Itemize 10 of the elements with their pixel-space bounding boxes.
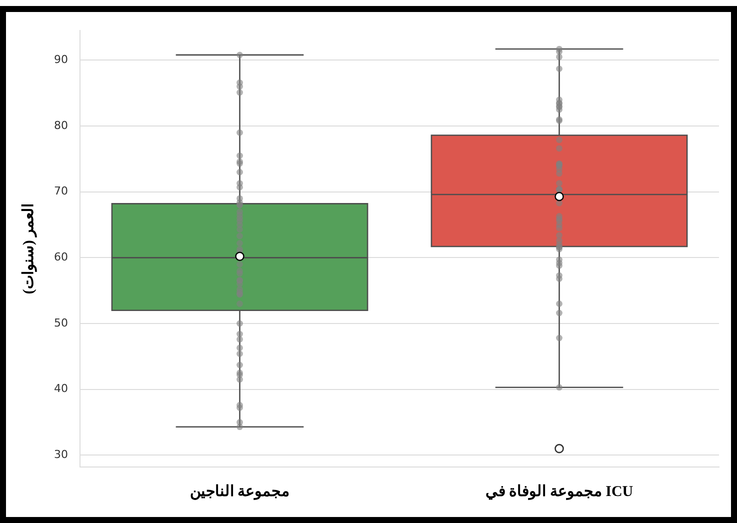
x-tick-label: مجموعة الوفاة في ICU: [485, 484, 634, 501]
y-tick-label: 50: [54, 316, 68, 330]
y-tick-label: 40: [54, 382, 68, 396]
y-tick-label: 90: [54, 53, 68, 66]
y-tick-label: 60: [54, 250, 68, 264]
y-tick-label: 70: [54, 184, 68, 198]
y-axis-title: العمر (سنوات): [20, 203, 37, 294]
y-tick-label: 80: [54, 118, 68, 132]
y-tick-label: 30: [54, 448, 68, 462]
x-tick-label: مجموعة الناجين: [190, 484, 290, 500]
